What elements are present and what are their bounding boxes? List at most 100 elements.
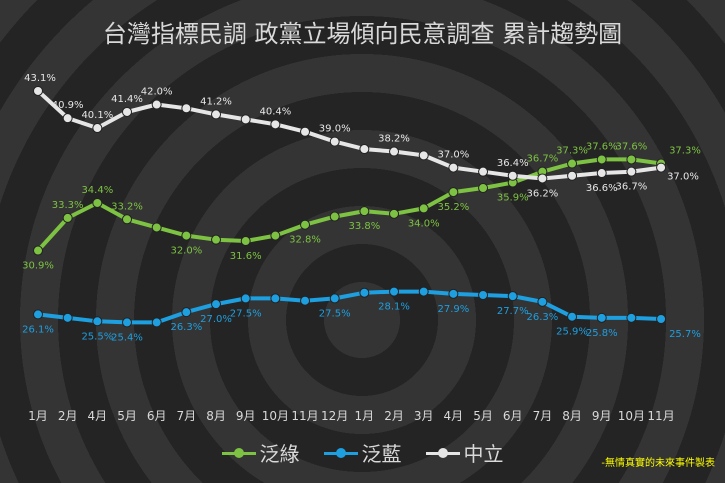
- data-point: [92, 123, 103, 134]
- data-point: [62, 312, 73, 323]
- data-label: 27.7%: [497, 306, 529, 317]
- data-point: [418, 203, 429, 214]
- data-point: [270, 230, 281, 241]
- x-tick-label: 3月: [414, 409, 434, 423]
- data-label: 35.2%: [437, 202, 469, 213]
- x-tick-label: 5月: [473, 409, 493, 423]
- data-label: 36.7%: [526, 154, 558, 165]
- data-label: 33.3%: [52, 200, 84, 211]
- data-point: [507, 291, 518, 302]
- data-label: 36.4%: [497, 158, 529, 169]
- data-point: [270, 293, 281, 304]
- series-泛藍: 26.1%25.5%25.4%26.3%27.0%27.5% 27.5%28.1%…: [22, 286, 701, 343]
- legend-marker: [425, 446, 460, 460]
- data-point: [240, 236, 251, 247]
- series-line: [36, 89, 662, 181]
- legend-item: 泛藍: [323, 438, 402, 467]
- footer-note: -無情真實的未來事件製表: [601, 458, 715, 469]
- data-point: [478, 290, 489, 300]
- data-label: 30.9%: [22, 261, 54, 272]
- data-point: [596, 154, 607, 165]
- data-point: [389, 146, 400, 157]
- data-point: [151, 99, 162, 110]
- data-label: 27.0%: [200, 314, 232, 325]
- data-point: [567, 311, 578, 322]
- x-tick-label: 6月: [503, 409, 523, 423]
- legend-label: 中立: [463, 442, 504, 466]
- data-label: 32.0%: [170, 246, 202, 257]
- x-tick-label: 12月: [321, 409, 348, 423]
- data-label: 32.8%: [289, 235, 321, 246]
- legend-marker: [221, 446, 256, 460]
- data-point: [596, 168, 607, 179]
- data-point: [181, 307, 192, 318]
- data-point: [151, 317, 162, 328]
- legend-item: 泛綠: [221, 438, 300, 467]
- data-point: [656, 314, 667, 324]
- x-tick-label: 1月: [28, 409, 48, 423]
- data-point: [300, 126, 311, 137]
- series-中立: 43.1% 40.9%40.1% 41.4%42.0% 41.2% 40.4% 39.0%…: [24, 73, 699, 200]
- data-label: 34.4%: [81, 185, 113, 196]
- data-label: 37.0%: [437, 150, 469, 161]
- data-point: [478, 166, 489, 177]
- data-label: 36.6%: [586, 183, 618, 194]
- data-label: 27.5%: [319, 308, 351, 319]
- data-point: [418, 286, 429, 297]
- data-point: [389, 286, 400, 297]
- data-label: 28.1%: [378, 302, 410, 313]
- x-tick-label: 4月: [88, 409, 108, 423]
- x-tick-label: 9月: [592, 409, 612, 423]
- data-label: 33.8%: [348, 221, 380, 232]
- x-tick-label: 8月: [206, 409, 226, 423]
- data-point: [329, 293, 340, 304]
- data-point: [240, 293, 251, 304]
- data-label: 25.7%: [669, 329, 701, 340]
- data-label: 35.9%: [497, 193, 529, 204]
- data-point: [92, 197, 103, 208]
- data-label: 25.5%: [81, 331, 113, 342]
- x-tick-label: 7月: [177, 409, 197, 423]
- data-point: [329, 211, 340, 222]
- x-tick-label: 4月: [444, 409, 464, 423]
- data-label: 40.9%: [52, 100, 84, 111]
- x-tick-label: 1月: [355, 409, 375, 423]
- data-point: [329, 136, 340, 147]
- data-point: [33, 85, 43, 96]
- chart-title: 台灣指標民調 政黨立場傾向民意調查 累計趨勢圖: [102, 20, 623, 48]
- data-point: [537, 173, 548, 184]
- data-label: 40.4%: [259, 106, 291, 117]
- data-point: [270, 119, 281, 130]
- data-point: [448, 162, 459, 173]
- data-label: 37.6%: [586, 141, 618, 152]
- x-tick-label: 5月: [117, 409, 137, 423]
- legend: 泛綠 泛藍 中立: [0, 438, 725, 467]
- data-point: [62, 113, 73, 124]
- data-label: 27.9%: [437, 304, 469, 315]
- x-tick-label: 10月: [618, 409, 645, 423]
- x-tick-label: 6月: [147, 409, 167, 423]
- x-tick-label: 8月: [562, 409, 582, 423]
- data-point: [359, 144, 370, 155]
- legend-label: 泛藍: [361, 442, 402, 466]
- data-label: 25.9%: [556, 327, 588, 338]
- data-point: [122, 317, 133, 328]
- data-point: [122, 106, 133, 117]
- series-line: [36, 157, 662, 252]
- data-point: [300, 295, 311, 306]
- data-label: 38.2%: [378, 134, 410, 145]
- data-label: 37.3%: [669, 146, 701, 157]
- data-point: [448, 187, 459, 198]
- legend-item: 中立: [425, 438, 504, 467]
- series-泛綠: 30.9% 33.3% 34.4% 33.2% 32.0% 31.6% 32.8% 33.8%…: [22, 141, 701, 271]
- data-point: [507, 170, 518, 181]
- x-tick-label: 9月: [236, 409, 256, 423]
- x-tick-label: 10月: [262, 409, 289, 423]
- data-point: [626, 154, 637, 165]
- data-point: [567, 158, 578, 169]
- data-label: 36.7%: [616, 182, 648, 193]
- data-point: [626, 312, 637, 323]
- x-tick-label: 2月: [58, 409, 78, 423]
